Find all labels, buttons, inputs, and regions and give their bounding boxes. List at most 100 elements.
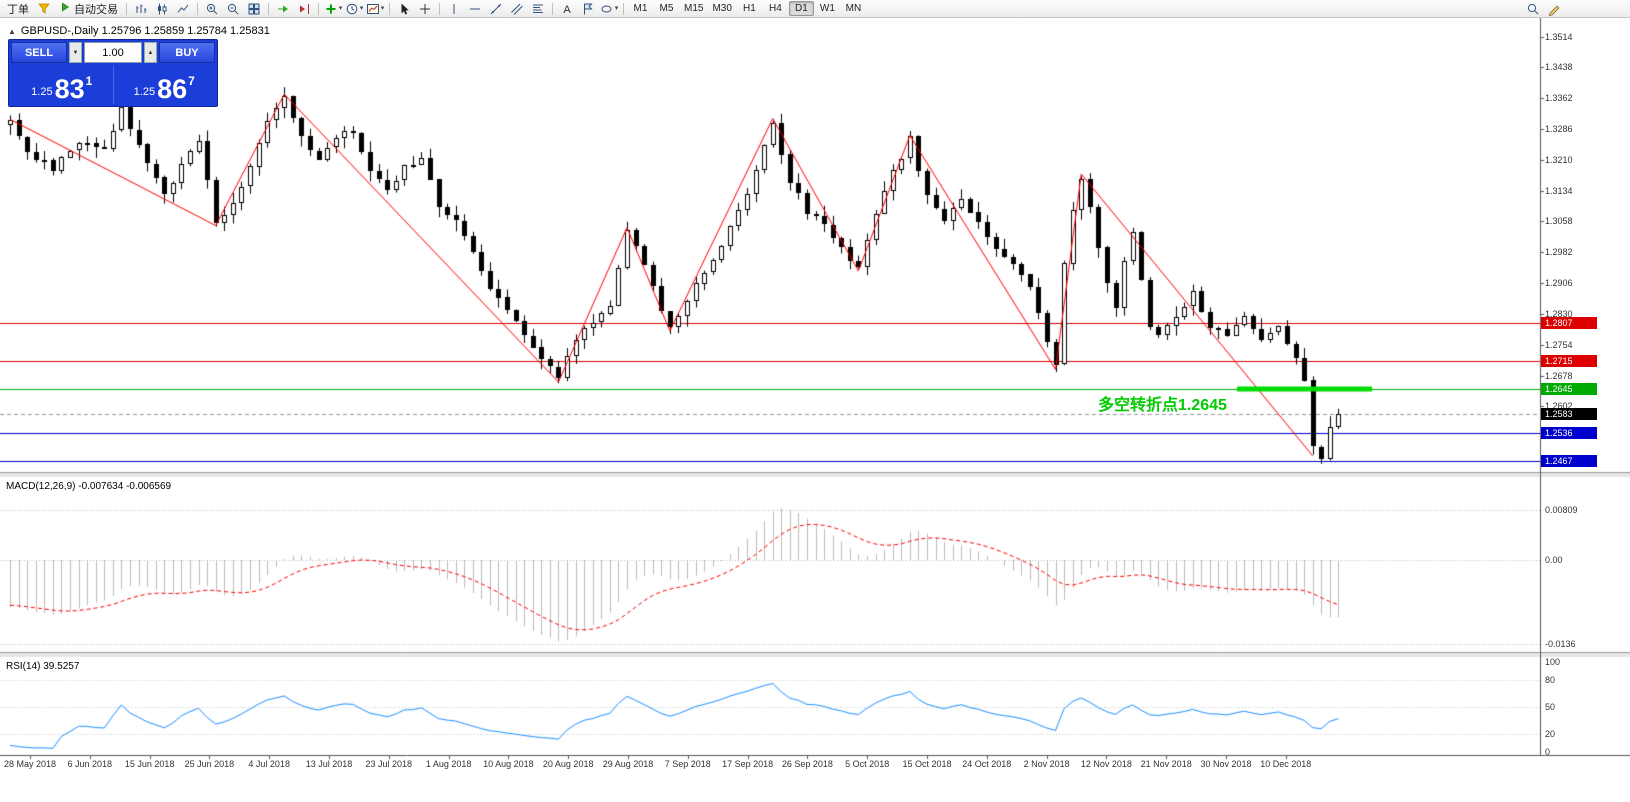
timeframe-mn-button[interactable]: MN [845,3,862,14]
search-button[interactable] [1523,1,1543,17]
horizontal-line-button[interactable] [465,1,485,17]
edit-button[interactable] [1544,1,1564,17]
timeframe-m5-button[interactable]: M5 [659,3,674,14]
svg-text:A: A [563,4,571,16]
toolbar-separator [439,2,440,15]
one-click-prices: 1.25 83 1 1.25 86 7 [11,65,215,104]
vertical-line-button[interactable] [444,1,464,17]
rsi-indicator-label: RSI(14) 39.5257 [6,661,80,672]
buy-button[interactable]: BUY [159,42,215,63]
zoom-out-button[interactable] [223,1,243,17]
orders-menu-label: 丁单 [7,3,29,16]
volume-decrease-button[interactable]: ▼ [69,42,82,63]
channel-icon [510,2,524,16]
timeframe-h1-button[interactable]: H1 [743,3,756,14]
pivot-annotation-text: 多空转折点1.2645 [1098,397,1227,414]
timeframe-w1-button[interactable]: W1 [819,3,835,14]
buy-price-pipette: 7 [188,74,195,88]
timeframe-d1-button[interactable]: D1 [788,1,814,16]
toolbar-separator [268,2,269,15]
toolbar-separator [623,2,624,15]
trendline-button[interactable] [486,1,506,17]
volume-input[interactable] [84,42,142,63]
zoom-in-button[interactable] [202,1,222,17]
arrow-label-button[interactable] [578,1,598,17]
volume-increase-button[interactable]: ▲ [144,42,157,63]
clock-icon [345,2,359,16]
chart-title: ▲ GBPUSD-,Daily 1.25796 1.25859 1.25784 … [8,25,270,37]
templates-button[interactable]: ▾ [365,1,385,17]
tile-windows-button[interactable] [244,1,264,17]
sell-price-pipette: 1 [85,74,93,88]
timeframe-group: M1 M5 M15 M30 H1 H4 D1 W1 MN [628,1,866,16]
search-icon [1526,2,1540,16]
line-chart-icon [176,2,190,16]
line-chart-button[interactable] [173,1,193,17]
text-icon: A [560,2,574,16]
buy-price-prefix: 1.25 [133,86,156,98]
auto-scroll-icon [276,2,290,16]
toolbar-separator [318,2,319,15]
sell-price-big: 83 [54,74,85,104]
sell-button[interactable]: SELL [11,42,67,63]
macd-indicator-label: MACD(12,26,9) -0.007634 -0.006569 [6,481,172,492]
autotrade-label: 自动交易 [74,3,118,16]
vertical-line-icon [447,2,461,16]
chevron-down-icon: ▾ [338,5,343,12]
candlestick-chart-button[interactable] [152,1,172,17]
sell-price[interactable]: 1.25 83 1 [11,65,114,104]
fibonacci-button[interactable] [528,1,548,17]
toolbar: 丁单 自动交易 ▾ ▾ ▾ [0,0,1630,18]
price-chart-canvas[interactable] [0,18,1630,802]
trendline-icon [489,2,503,16]
candlestick-icon [155,2,169,16]
horizontal-line-icon [468,2,482,16]
chevron-down-icon: ▾ [380,5,385,12]
funnel-icon [37,2,51,16]
toolbar-separator [126,2,127,15]
zoom-out-icon [226,2,240,16]
add-indicator-button[interactable]: ▾ [323,1,343,17]
one-click-trading-panel: SELL ▼ ▲ BUY 1.25 83 1 1.25 86 7 [8,39,218,107]
toolbar-separator [197,2,198,15]
buy-price-big: 86 [157,74,188,104]
play-icon [59,1,71,16]
toolbar-separator [389,2,390,15]
chart-title-text: GBPUSD-,Daily 1.25796 1.25859 1.25784 1.… [20,25,270,37]
flag-icon [581,2,595,16]
channel-button[interactable] [507,1,527,17]
chart-window: ▲ GBPUSD-,Daily 1.25796 1.25859 1.25784 … [0,18,1630,802]
pencil-icon [1547,2,1561,16]
buy-price[interactable]: 1.25 86 7 [114,65,216,104]
one-click-controls: SELL ▼ ▲ BUY [11,42,215,63]
text-tool-button[interactable]: A [557,1,577,17]
chart-shift-button[interactable] [294,1,314,17]
cursor-button[interactable] [394,1,414,17]
chevron-down-icon: ▾ [614,5,619,12]
timeframe-m1-button[interactable]: M1 [633,3,648,14]
fibonacci-icon [531,2,545,16]
crosshair-icon [418,2,432,16]
symbol-marker-icon: ▲ [8,26,16,36]
periods-button[interactable]: ▾ [344,1,364,17]
timeframe-h4-button[interactable]: H4 [769,3,782,14]
tile-windows-icon [247,2,261,16]
sell-price-prefix: 1.25 [31,86,53,98]
timeframe-m30-button[interactable]: M30 [712,3,732,14]
toolbar-separator [552,2,553,15]
orders-menu[interactable]: 丁单 [3,1,33,17]
chevron-down-icon: ▾ [359,5,364,12]
timeframe-m15-button[interactable]: M15 [684,3,704,14]
bar-chart-button[interactable] [131,1,151,17]
autotrade-button[interactable]: 自动交易 [55,1,122,17]
new-order-button[interactable] [34,1,54,17]
shapes-button[interactable]: ▾ [599,1,619,17]
template-chart-icon [366,2,380,16]
cursor-icon [397,2,411,16]
crosshair-button[interactable] [415,1,435,17]
ellipse-icon [600,2,614,16]
zoom-in-icon [205,2,219,16]
auto-scroll-button[interactable] [273,1,293,17]
plus-icon [324,2,338,16]
